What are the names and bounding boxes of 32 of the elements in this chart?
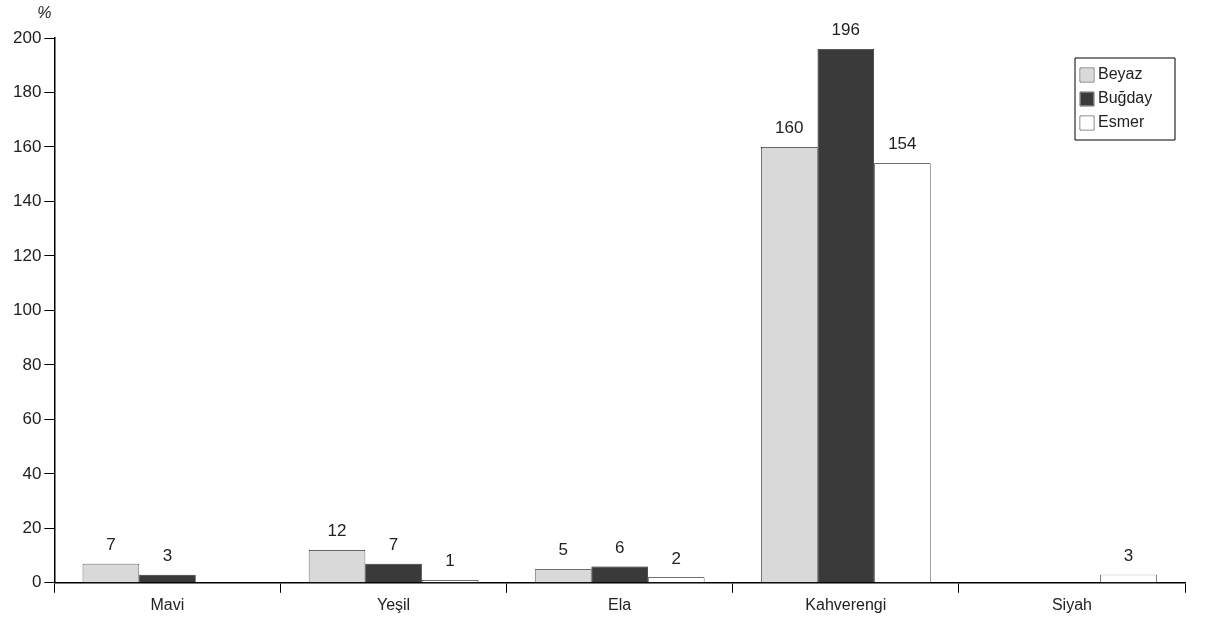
data-label: 12 [327, 521, 347, 541]
y-tick-label: 160 [12, 136, 42, 156]
data-label: 7 [106, 534, 116, 554]
y-tick-label: 200 [12, 27, 42, 47]
y-tick-label: 0 [31, 572, 42, 592]
legend-label: Buğday [1098, 89, 1153, 107]
data-label: 2 [671, 548, 681, 568]
data-label: 154 [888, 134, 917, 154]
y-tick-label: 140 [12, 191, 42, 211]
x-tick-label: Kahverengi [805, 595, 887, 613]
x-tick-label: Ela [608, 595, 632, 613]
x-tick-label: Mavi [150, 595, 185, 613]
x-tick-label: Siyah [1051, 595, 1092, 613]
y-tick-label: 120 [12, 245, 42, 265]
y-tick-label: 100 [12, 300, 42, 320]
y-axis-title: % [37, 4, 52, 22]
legend-label: Beyaz [1098, 65, 1143, 83]
data-label: 7 [388, 534, 399, 554]
y-tick-label: 180 [12, 82, 42, 102]
legend-label: Esmer [1098, 113, 1145, 131]
data-label: 160 [775, 118, 804, 138]
data-label: 3 [162, 545, 173, 565]
data-label: 1 [445, 551, 455, 571]
y-tick-label: 80 [22, 354, 42, 374]
y-tick-label: 60 [22, 409, 42, 429]
data-label: 5 [558, 540, 568, 560]
y-tick-label: 40 [22, 463, 42, 483]
data-label: 3 [1123, 545, 1134, 565]
y-tick-label: 20 [22, 518, 42, 538]
x-tick-label: Yeşil [376, 595, 411, 613]
data-label: 196 [831, 20, 860, 40]
data-label: 6 [614, 537, 625, 557]
